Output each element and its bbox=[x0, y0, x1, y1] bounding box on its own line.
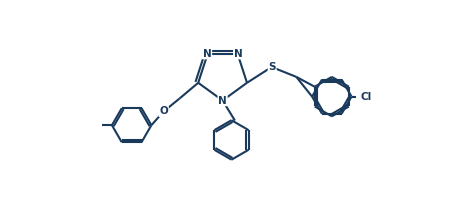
Text: N: N bbox=[234, 49, 242, 59]
Text: O: O bbox=[160, 106, 168, 116]
Text: Cl: Cl bbox=[361, 92, 372, 102]
Text: N: N bbox=[218, 96, 227, 105]
Text: S: S bbox=[268, 62, 276, 72]
Text: N: N bbox=[203, 49, 212, 59]
